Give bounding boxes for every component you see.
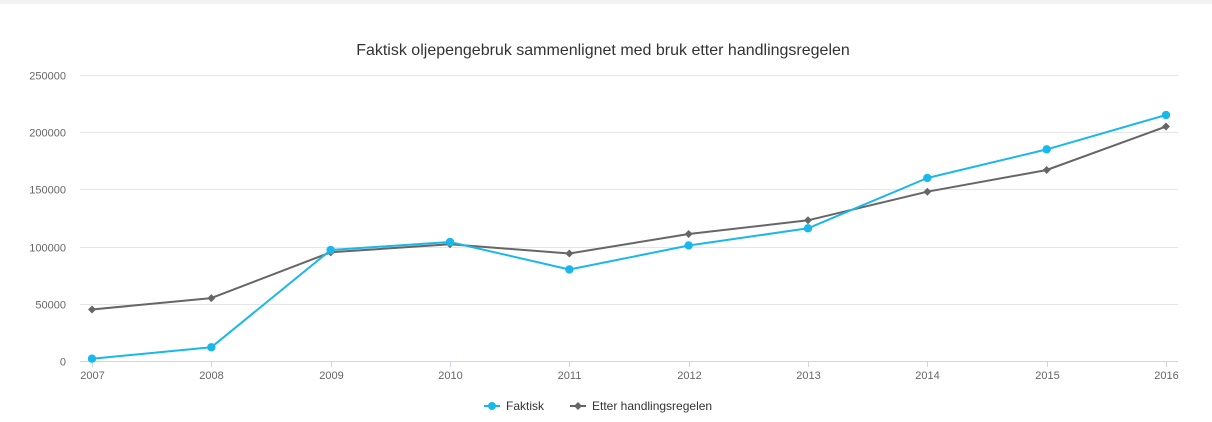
data-point[interactable] [804, 216, 812, 225]
x-tick-label: 2014 [915, 370, 939, 382]
y-tick-label: 150000 [29, 185, 66, 197]
x-tick-label: 2007 [80, 370, 104, 382]
legend-label: Faktisk [506, 399, 545, 413]
chart-title: Faktisk oljepengebruk sammenlignet med b… [356, 42, 850, 59]
data-point[interactable] [88, 305, 96, 314]
series-line [91, 125, 1167, 311]
x-tick-label: 2011 [558, 370, 582, 382]
data-point[interactable] [207, 343, 216, 352]
data-point[interactable] [207, 294, 216, 303]
data-point[interactable] [326, 245, 335, 255]
legend-marker [574, 402, 582, 410]
x-tick-label: 2009 [319, 370, 343, 382]
legend-item[interactable]: Faktisk [484, 399, 545, 413]
y-tick-label: 100000 [29, 243, 66, 255]
data-point[interactable] [923, 187, 932, 196]
top-border [0, 0, 1212, 4]
series-line [91, 114, 1167, 360]
data-point[interactable] [684, 230, 693, 239]
data-point[interactable] [803, 224, 813, 233]
data-point[interactable] [1042, 145, 1051, 154]
data-point[interactable] [565, 265, 574, 274]
series-layer [87, 110, 1171, 363]
x-tick-label: 2013 [796, 370, 820, 382]
axes: 0 50000 100000 150000 200000 250000 2007 2008 20… [29, 71, 1178, 383]
data-point[interactable] [87, 354, 97, 363]
y-tick-label: 250000 [29, 71, 66, 83]
grid-lines [80, 75, 1178, 305]
y-tick-label: 0 [60, 357, 66, 369]
x-tick-label: 2012 [677, 370, 701, 382]
data-point[interactable] [445, 237, 455, 247]
x-tick-label: 2008 [199, 370, 223, 382]
legend-marker [488, 402, 496, 410]
data-point[interactable] [1042, 165, 1051, 174]
series-0 [87, 110, 1171, 363]
data-point[interactable] [1162, 122, 1170, 131]
data-point[interactable] [1161, 110, 1171, 120]
series-1 [88, 122, 1170, 314]
legend-item[interactable]: Etter handlingsregelen [570, 399, 712, 413]
legend[interactable]: Faktisk Etter handlingsregelen [484, 399, 712, 413]
data-point[interactable] [923, 173, 932, 183]
x-tick-label: 2015 [1035, 370, 1059, 382]
x-tick-label: 2016 [1154, 370, 1178, 382]
x-tick-label: 2010 [438, 370, 462, 382]
y-tick-label: 50000 [35, 300, 66, 312]
y-tick-label: 200000 [29, 128, 66, 140]
data-point[interactable] [684, 241, 693, 250]
legend-label: Etter handlingsregelen [592, 399, 712, 413]
data-point[interactable] [565, 249, 574, 258]
